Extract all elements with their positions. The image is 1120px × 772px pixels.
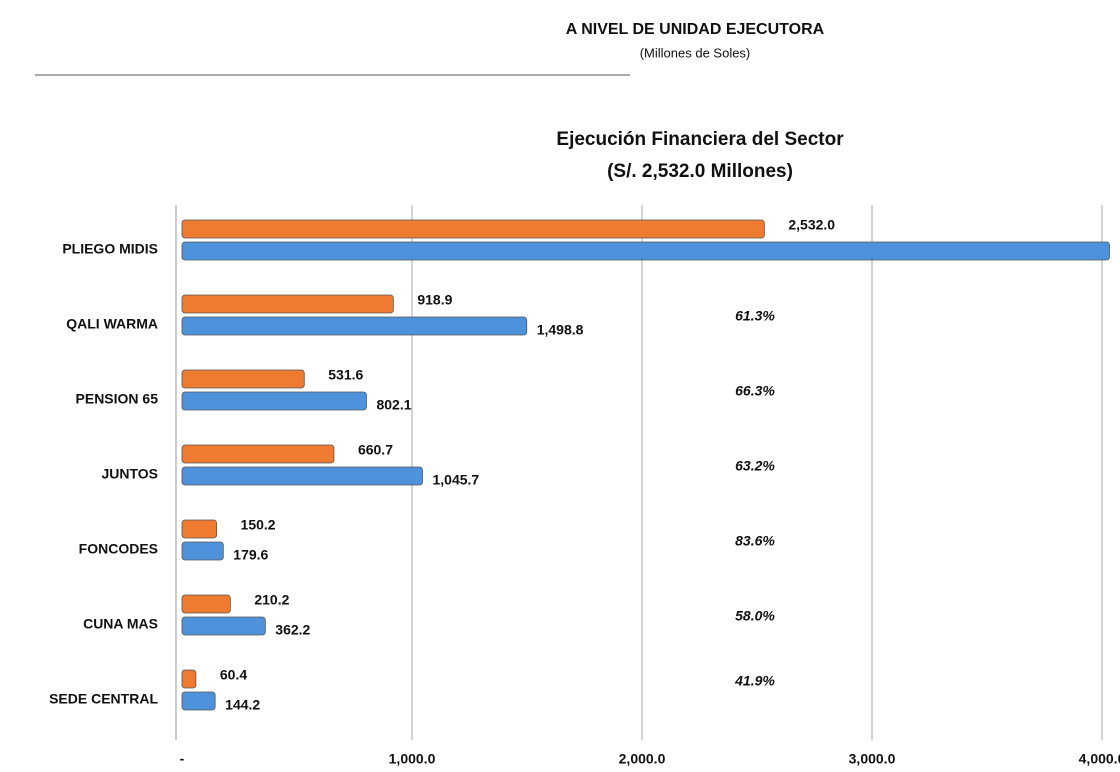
value-label: 660.7 bbox=[358, 442, 393, 458]
x-tick-label: 4,000.0 bbox=[1079, 751, 1120, 767]
bar bbox=[181, 391, 367, 411]
y-tick-label: QALI WARMA bbox=[66, 316, 158, 332]
annotation: 66.3% bbox=[735, 383, 775, 399]
annotation: 63.2% bbox=[735, 458, 775, 474]
y-tick-label: PLIEGO MIDIS bbox=[62, 241, 158, 257]
bar bbox=[181, 466, 423, 486]
value-label: 1,045.7 bbox=[433, 472, 480, 488]
bar bbox=[181, 219, 765, 239]
bar bbox=[181, 691, 216, 711]
value-label: 150.2 bbox=[241, 517, 276, 533]
bar bbox=[181, 294, 394, 314]
bar bbox=[181, 444, 335, 464]
value-label: 210.2 bbox=[254, 592, 289, 608]
y-tick-label: CUNA MAS bbox=[83, 616, 158, 632]
annotation: 83.6% bbox=[735, 533, 775, 549]
annotation: 58.0% bbox=[735, 608, 775, 624]
bar bbox=[181, 594, 231, 614]
value-label: 144.2 bbox=[225, 697, 260, 713]
bar bbox=[181, 369, 305, 389]
annotation: 41.9% bbox=[734, 673, 775, 689]
header-subtitle: (Millones de Soles) bbox=[640, 45, 751, 60]
y-tick-label: PENSION 65 bbox=[76, 391, 159, 407]
bar bbox=[181, 616, 266, 636]
value-label: 531.6 bbox=[328, 367, 363, 383]
value-label: 1,498.8 bbox=[537, 322, 584, 338]
y-tick-label: JUNTOS bbox=[101, 466, 158, 482]
header-title: A NIVEL DE UNIDAD EJECUTORA bbox=[566, 21, 825, 38]
annotation: 61.3% bbox=[735, 308, 775, 324]
bar bbox=[181, 541, 224, 561]
bar bbox=[181, 669, 197, 689]
value-label: 362.2 bbox=[275, 622, 310, 638]
value-label: 179.6 bbox=[233, 547, 268, 563]
bar bbox=[181, 519, 217, 539]
bar bbox=[181, 316, 528, 336]
x-tick-label: 2,000.0 bbox=[619, 751, 666, 767]
x-tick-label: 3,000.0 bbox=[849, 751, 896, 767]
y-tick-label: FONCODES bbox=[79, 541, 158, 557]
chart-title: Ejecución Financiera del Sector bbox=[556, 129, 844, 150]
value-label: 802.1 bbox=[376, 397, 411, 413]
y-tick-label: SEDE CENTRAL bbox=[49, 691, 158, 707]
x-tick-label: 1,000.0 bbox=[389, 751, 436, 767]
value-label: 60.4 bbox=[220, 667, 247, 683]
bar bbox=[181, 241, 1110, 261]
x-tick-label: - bbox=[180, 751, 185, 767]
chart-subtitle: (S/. 2,532.0 Millones) bbox=[607, 161, 793, 182]
value-label: 918.9 bbox=[417, 292, 452, 308]
value-label: 2,532.0 bbox=[788, 217, 835, 233]
